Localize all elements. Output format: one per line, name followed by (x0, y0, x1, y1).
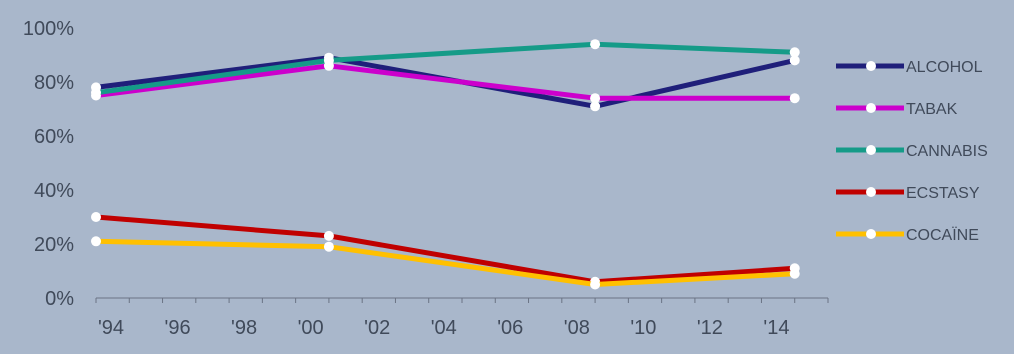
x-tick-label: '00 (298, 317, 324, 339)
y-tick-label: 40% (34, 180, 74, 202)
series-layer (91, 39, 800, 290)
series-cannabis (91, 39, 800, 98)
series-line-tabak (93, 63, 798, 101)
x-tick-label: '96 (165, 317, 191, 339)
y-tick-label: 100% (23, 18, 74, 40)
data-point-coca-ne (590, 279, 601, 290)
series-coca-ne (91, 236, 800, 290)
data-point-cannabis (323, 55, 334, 66)
legend-marker (866, 145, 876, 155)
data-point-coca-ne (789, 268, 800, 279)
data-point-ecstasy (323, 230, 334, 241)
data-point-coca-ne (323, 241, 334, 252)
y-tick-label: 20% (34, 234, 74, 256)
legend-item-tabak: TABAK (836, 101, 958, 118)
data-point-tabak (590, 93, 601, 104)
series-line-ecstasy (93, 214, 798, 285)
x-tick-label: '02 (364, 317, 390, 339)
x-axis: '94 '96 '98 '00 '02 '04 '06 '08 '10 '12 '14 (95, 297, 829, 339)
x-tick-label: '10 (630, 317, 656, 339)
legend-marker (866, 187, 876, 197)
data-point-alcohol (789, 55, 800, 66)
x-tick-label: '04 (431, 317, 457, 339)
legend-label: CANNABIS (906, 143, 988, 160)
y-tick-label: 0% (45, 288, 74, 310)
series-line-cannabis (93, 41, 798, 96)
legend-item-coca-ne: COCAÏNE (836, 226, 979, 244)
x-tick-label: '08 (564, 317, 590, 339)
legend-marker (866, 229, 876, 239)
x-tick-label: '06 (497, 317, 523, 339)
data-point-alcohol (590, 101, 601, 112)
data-point-cannabis (789, 47, 800, 58)
legend-label: ECSTASY (906, 185, 980, 202)
legend-item-ecstasy: ECSTASY (836, 185, 980, 202)
x-tick-label: '12 (697, 317, 723, 339)
data-point-cannabis (590, 39, 601, 50)
y-tick-label: 60% (34, 126, 74, 148)
x-tick-label: '98 (231, 317, 257, 339)
series-line-coca-ne (93, 238, 798, 287)
legend-label: TABAK (906, 101, 958, 118)
data-point-ecstasy (91, 212, 101, 222)
y-axis: 0% 20% 40% 60% 80% 100% (23, 18, 74, 310)
legend-item-alcohol: ALCOHOL (836, 59, 983, 76)
legend-marker (866, 103, 876, 113)
data-point-coca-ne (91, 236, 101, 247)
legend-label: COCAÏNE (906, 226, 979, 244)
data-point-tabak (789, 93, 800, 104)
legend-label: ALCOHOL (906, 59, 983, 76)
x-tick-label: '14 (763, 317, 789, 339)
y-tick-label: 80% (34, 72, 74, 94)
x-tick-label: '94 (98, 317, 124, 339)
legend: ALCOHOL TABAK CANNABIS ECSTASY COCAÏNE (836, 59, 988, 244)
legend-marker (866, 61, 876, 71)
legend-item-cannabis: CANNABIS (836, 143, 988, 160)
data-point-cannabis (91, 87, 101, 98)
